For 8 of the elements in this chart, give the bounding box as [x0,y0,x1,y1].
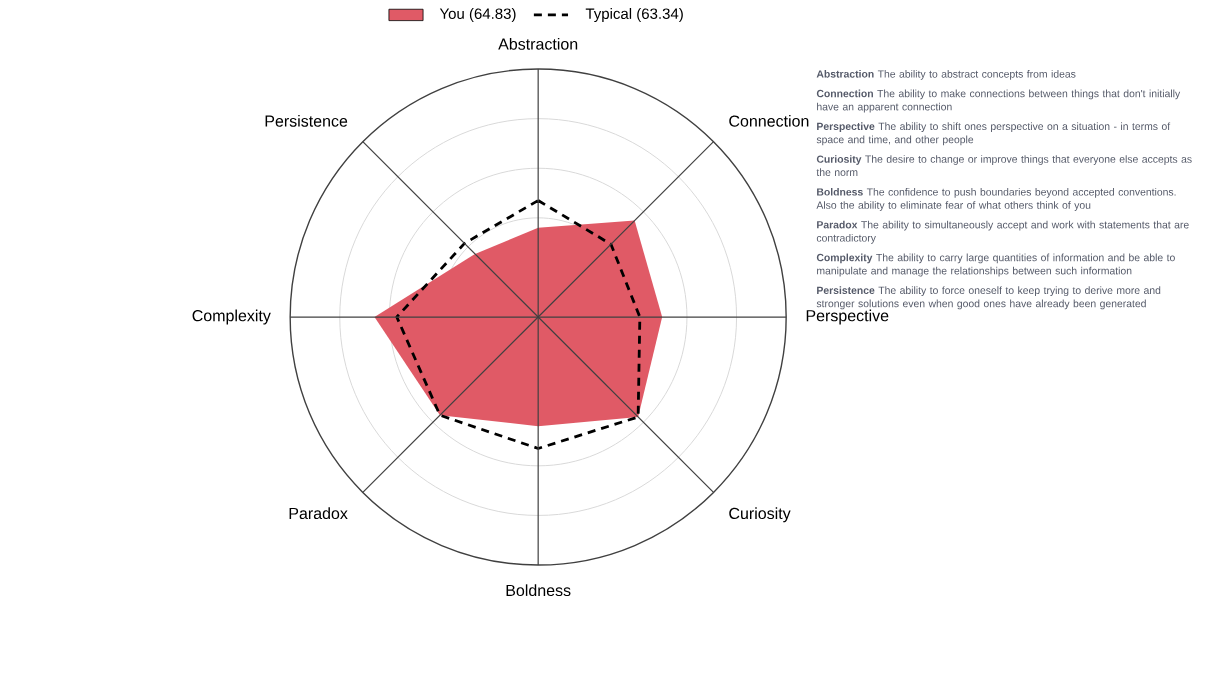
spoke-label: Boldness [506,584,571,597]
spoke-label: Persistence [265,115,348,127]
spoke-label: Connection [729,115,809,127]
spoke-label: Perspective [806,309,889,325]
spoke-label: Complexity [192,309,271,325]
spoke-label: Abstraction [498,38,578,50]
spoke-label: Curiosity [729,507,791,523]
spoke-label: Paradox [289,507,348,520]
